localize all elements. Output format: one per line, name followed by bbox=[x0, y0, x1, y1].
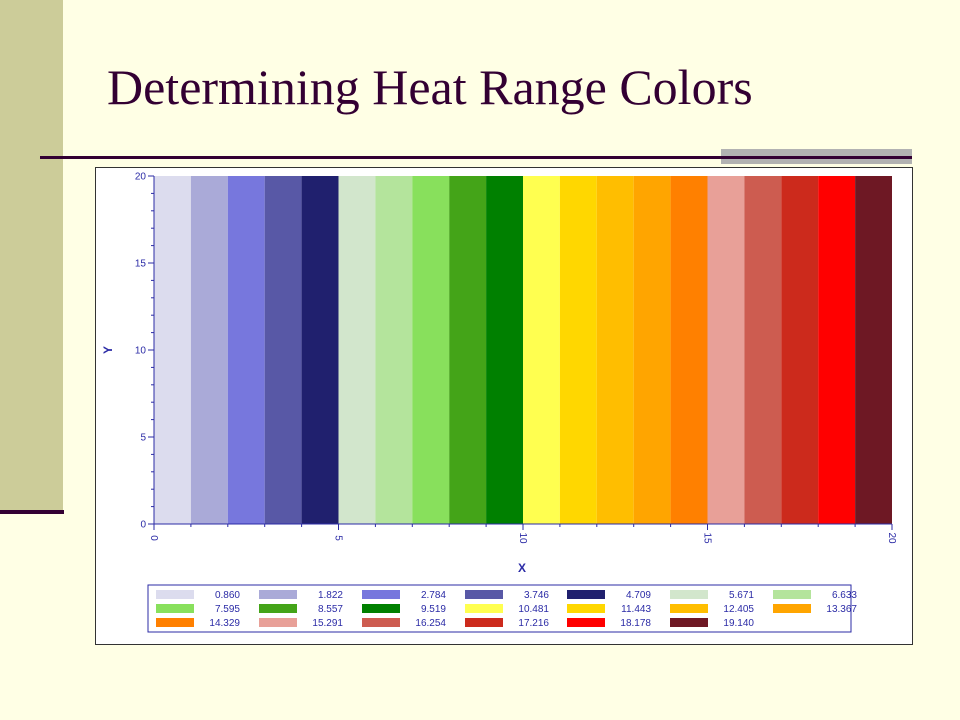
legend-swatch bbox=[773, 590, 811, 599]
legend-label: 10.481 bbox=[518, 604, 549, 615]
band-15 bbox=[670, 176, 708, 524]
band-20 bbox=[855, 176, 892, 524]
legend-label: 7.595 bbox=[215, 604, 240, 615]
legend: 0.860 1.822 2.784 3.746 4.709 5.671 6.633 7.595… bbox=[156, 590, 857, 629]
legend-label: 12.405 bbox=[723, 604, 754, 615]
legend-swatch bbox=[670, 590, 708, 599]
chart-frame: 0 5 10 15 20 0 5 10 15 20 Y X 0.860 1.822 2.784 3.74… bbox=[95, 167, 913, 645]
legend-swatch bbox=[567, 590, 605, 599]
band-17 bbox=[744, 176, 782, 524]
left-band-underline bbox=[0, 510, 64, 514]
y-axis-label: Y bbox=[101, 346, 115, 354]
accent-bar-bottom bbox=[721, 159, 912, 164]
band-1 bbox=[154, 176, 191, 524]
y-tick-label: 20 bbox=[135, 172, 147, 183]
legend-label: 1.822 bbox=[318, 590, 343, 601]
x-tick-label: 0 bbox=[148, 535, 159, 541]
legend-swatch bbox=[670, 618, 708, 627]
y-tick-label: 10 bbox=[135, 346, 147, 357]
legend-swatch bbox=[465, 604, 503, 613]
y-tick-label: 15 bbox=[135, 259, 147, 270]
y-tick-label: 5 bbox=[140, 433, 146, 444]
legend-label: 18.178 bbox=[620, 618, 651, 629]
x-axis-label: X bbox=[518, 561, 526, 575]
title-rule bbox=[40, 156, 912, 159]
band-3 bbox=[227, 176, 265, 524]
band-4 bbox=[264, 176, 302, 524]
legend-swatch bbox=[465, 590, 503, 599]
band-10 bbox=[486, 176, 523, 524]
legend-label: 9.519 bbox=[421, 604, 446, 615]
band-7 bbox=[375, 176, 413, 524]
legend-swatch bbox=[259, 618, 297, 627]
band-9 bbox=[449, 176, 487, 524]
color-bands bbox=[154, 176, 892, 524]
legend-swatch bbox=[259, 590, 297, 599]
legend-label: 3.746 bbox=[524, 590, 549, 601]
legend-label: 0.860 bbox=[215, 590, 240, 601]
legend-label: 2.784 bbox=[421, 590, 446, 601]
legend-label: 4.709 bbox=[626, 590, 651, 601]
band-18 bbox=[781, 176, 819, 524]
legend-swatch bbox=[567, 604, 605, 613]
legend-label: 6.633 bbox=[832, 590, 857, 601]
legend-label: 15.291 bbox=[312, 618, 343, 629]
legend-label: 14.329 bbox=[209, 618, 240, 629]
legend-swatch bbox=[567, 618, 605, 627]
legend-swatch bbox=[156, 618, 194, 627]
legend-swatch bbox=[156, 604, 194, 613]
band-11 bbox=[523, 176, 560, 524]
legend-label: 17.216 bbox=[518, 618, 549, 629]
y-tick-label: 0 bbox=[140, 520, 146, 531]
x-tick-label: 5 bbox=[333, 535, 344, 541]
legend-swatch bbox=[362, 604, 400, 613]
band-16 bbox=[707, 176, 745, 524]
x-tick-label: 10 bbox=[517, 532, 528, 544]
band-12 bbox=[559, 176, 597, 524]
accent-bar-top bbox=[721, 149, 912, 156]
band-14 bbox=[633, 176, 671, 524]
band-2 bbox=[190, 176, 228, 524]
legend-swatch bbox=[773, 604, 811, 613]
legend-swatch bbox=[465, 618, 503, 627]
legend-swatch bbox=[259, 604, 297, 613]
legend-label: 16.254 bbox=[415, 618, 446, 629]
band-5 bbox=[301, 176, 339, 524]
legend-swatch bbox=[362, 618, 400, 627]
chart-axes: 0 5 10 15 20 0 5 10 15 20 bbox=[135, 172, 897, 544]
legend-label: 13.367 bbox=[826, 604, 857, 615]
band-8 bbox=[412, 176, 450, 524]
band-13 bbox=[596, 176, 634, 524]
legend-label: 19.140 bbox=[723, 618, 754, 629]
legend-label: 11.443 bbox=[621, 604, 651, 615]
left-decorative-band bbox=[0, 0, 63, 512]
x-tick-label: 15 bbox=[702, 532, 713, 544]
slide-title: Determining Heat Range Colors bbox=[107, 59, 753, 115]
heat-range-chart: 0 5 10 15 20 0 5 10 15 20 Y X 0.860 1.822 2.784 3.74… bbox=[101, 172, 897, 633]
legend-label: 5.671 bbox=[729, 590, 754, 601]
band-19 bbox=[818, 176, 856, 524]
legend-swatch bbox=[670, 604, 708, 613]
band-6 bbox=[338, 176, 376, 524]
x-tick-label: 20 bbox=[886, 532, 897, 544]
legend-label: 8.557 bbox=[318, 604, 343, 615]
legend-swatch bbox=[156, 590, 194, 599]
legend-swatch bbox=[362, 590, 400, 599]
